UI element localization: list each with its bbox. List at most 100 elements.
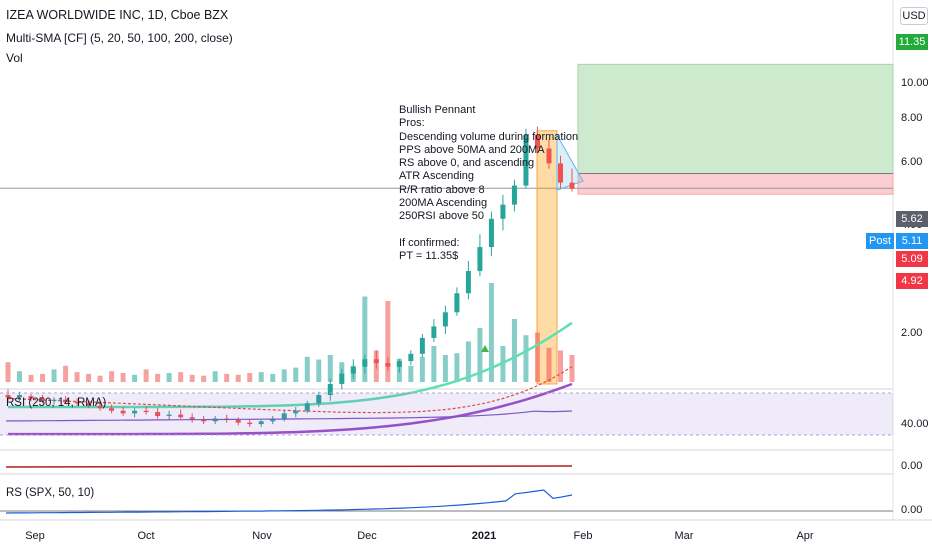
candle-body [28, 396, 34, 399]
volume-bar [316, 359, 322, 382]
pane-tick: 0.00 [901, 504, 923, 516]
annotation-note[interactable]: Bullish Pennant Pros: Descending volume … [399, 104, 579, 263]
price-tick: 2.00 [901, 327, 923, 339]
candle-body [373, 359, 379, 363]
time-tick: Mar [674, 530, 694, 542]
volume-bar [327, 355, 333, 382]
volume-bar [304, 356, 310, 382]
candle-body [511, 185, 517, 205]
candle-body [408, 353, 414, 362]
volume-bar [17, 371, 23, 382]
time-tick: Sep [25, 530, 45, 542]
volume-bar [454, 353, 460, 382]
volume-bar [431, 346, 437, 382]
candle-body [143, 410, 149, 413]
stop-price-badge: 4.92 [896, 273, 928, 289]
candle-body [534, 135, 540, 149]
volume-bar [224, 373, 230, 382]
rs-pane-label[interactable]: RS (SPX, 50, 10) [6, 487, 95, 499]
candle-body [385, 362, 391, 367]
candle-body [454, 293, 460, 313]
volume-bar [557, 350, 563, 382]
target-price-badge: 11.35 [896, 34, 928, 50]
sma-line [8, 382, 573, 436]
volume-bar [235, 374, 241, 382]
volume-bar [143, 369, 149, 382]
candle-body [477, 247, 483, 272]
volume-bar [546, 347, 552, 382]
volume-bar [442, 355, 448, 382]
candle-body [86, 403, 92, 406]
volume-bar [270, 373, 276, 382]
time-tick: 2021 [471, 530, 497, 542]
volume-bar [74, 372, 80, 382]
sma-line [7, 366, 573, 414]
candle-body [132, 410, 138, 414]
candle-body [189, 417, 195, 420]
volume-indicator-label[interactable]: Vol [6, 51, 23, 65]
candle-body [339, 373, 345, 384]
last-price-badge: 5.09 [896, 251, 928, 267]
entry-price-badge: 5.62 [896, 211, 928, 227]
volume-bar [408, 365, 414, 382]
candle-body [546, 148, 552, 164]
volume-bar [120, 373, 126, 382]
candle-body [97, 405, 103, 409]
volume-bar [201, 375, 207, 382]
candle-body [465, 271, 471, 294]
signal-marker [481, 345, 489, 352]
sma-indicator-label[interactable]: Multi-SMA [CF] (5, 20, 50, 100, 200, clo… [6, 31, 233, 45]
pane-tick: 0.00 [901, 460, 923, 472]
candle-body [350, 366, 356, 374]
candle-body [258, 421, 264, 425]
rsi-band [0, 393, 893, 435]
atr-line [5, 465, 573, 468]
volume-bar [247, 373, 253, 382]
candle-body [569, 182, 575, 189]
time-tick: Feb [573, 530, 593, 542]
time-tick: Oct [137, 530, 155, 542]
candle-body [178, 414, 184, 418]
volume-bar [569, 355, 575, 382]
time-tick: Dec [357, 530, 377, 542]
rs-line [5, 489, 573, 514]
candle-body [166, 414, 172, 416]
volume-bar [189, 374, 195, 382]
volume-bar [258, 372, 264, 382]
candle-body [431, 326, 437, 338]
candle-body [281, 413, 287, 419]
volume-bar [477, 328, 483, 382]
candle-body [396, 361, 402, 367]
candle-body [557, 163, 563, 183]
volume-bar [281, 369, 287, 382]
candle-body [523, 135, 529, 186]
pane-tick: 40.00 [901, 418, 929, 430]
pennant-zone [536, 130, 558, 385]
candle-body [293, 410, 299, 414]
volume-bar [86, 373, 92, 382]
candle-body [109, 408, 115, 411]
candle-body [304, 403, 310, 411]
profit-zone [577, 63, 894, 175]
volume-bar [63, 365, 69, 382]
volume-bar [362, 296, 368, 382]
volume-bar [28, 374, 34, 382]
price-tick: 6.00 [901, 156, 923, 169]
volume-bar [132, 374, 138, 382]
currency-button[interactable]: USD [900, 7, 928, 25]
stop-zone [577, 173, 894, 195]
volume-bar [5, 362, 11, 382]
rsi-pane-label[interactable]: RSI (250, 14, RMA) [6, 397, 107, 409]
time-tick: Nov [252, 530, 272, 542]
candle-body [488, 218, 494, 248]
volume-bar [212, 371, 218, 382]
volume-bar [385, 301, 391, 382]
candle-body [74, 402, 80, 404]
volume-bar [40, 373, 46, 382]
volume-bar [109, 371, 115, 382]
candle-body [5, 395, 11, 398]
volume-bar [166, 373, 172, 382]
volume-bar [465, 341, 471, 382]
candle-body [17, 395, 23, 398]
